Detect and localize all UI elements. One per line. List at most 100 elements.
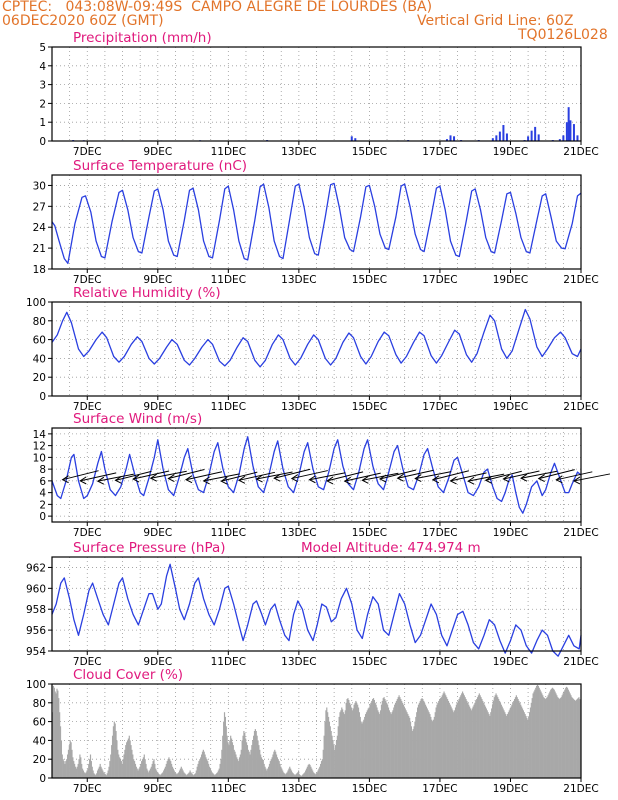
cloud-bar [324,721,326,778]
wind-arrow-head [202,476,210,485]
wind-arrow-head [361,475,369,484]
cloud-bar [518,700,520,778]
precip-bar [354,138,357,141]
cloud-bar [279,763,281,778]
cloud-bar [521,706,523,778]
cloud-bar [534,689,536,778]
cloud-bar [363,719,365,778]
cloud-bar [171,766,174,778]
x-tick-label: 7DEC [73,527,102,539]
cloud-bar [60,740,62,778]
cloud-bar [357,704,359,778]
cloud-bar [274,749,276,778]
cloud-bar [344,710,346,778]
cloud-bar [441,695,443,778]
cloud-bar [90,761,92,778]
cloud-bar [163,770,165,778]
cloud-bar [499,700,501,778]
cloud-bar [224,716,226,778]
cloud-bar [353,704,355,778]
cloud-bar [265,768,267,778]
wind-arrow-head [96,476,105,485]
precip-bar [350,136,353,141]
precip-bar [502,125,505,141]
cloud-bar [218,768,220,778]
cloud-bar [536,685,538,778]
cloud-bar [440,697,442,778]
cloud-bar [70,742,72,778]
cloud-bar [373,699,375,778]
x-tick-label: 17DEC [422,783,457,795]
cloud-bar [132,754,134,778]
cloud-bar [214,775,216,778]
cloud-bar [207,761,209,778]
cloud-bar [281,768,283,778]
wind-arrow-head [537,474,545,483]
cloud-bar [455,704,457,778]
cloud-bar [548,693,550,778]
cloud-bar [346,699,348,778]
cloud-bar [239,754,241,778]
cloud-bar [241,740,243,778]
cloud-bar [257,740,259,778]
cloud-bar [147,770,149,778]
x-tick-label: 15DEC [352,527,387,539]
y-tick-label: 962 [26,562,46,574]
cloud-bar [539,689,541,778]
cloud-bar [507,712,510,778]
cloud-bar [295,774,297,778]
cloud-bar [96,773,98,778]
cloud-bar [466,700,468,778]
cloud-bar [66,759,68,778]
y-tick-label: 10 [33,452,46,464]
cloud-bar [135,766,137,778]
cloud-bar [426,708,428,778]
cloud-bar [85,772,87,778]
panel-frame [51,301,582,397]
cloud-bar [153,759,155,778]
cloud-bar [454,710,456,778]
cloud-bar [350,707,353,778]
x-tick-label: 21DEC [563,656,598,668]
cloud-bar [351,710,353,778]
cloud-bar [438,700,440,778]
cloud-bar [505,714,507,778]
cloud-bar [77,763,79,778]
cloud-bar [494,695,496,778]
cloud-bar [203,751,205,778]
cloud-bar [484,704,486,778]
cloud-bar [529,707,532,778]
cloud-bar [564,689,566,778]
cloud-bar [379,710,382,778]
cloud-bar [349,702,351,778]
cloud-bar [327,712,329,778]
cloud-bar [369,704,371,778]
cloud-bar [343,714,346,778]
wind-arrow-shaft [556,471,593,481]
header-grid-line: Vertical Grid Line: 60Z [417,13,574,29]
cloud-bar [530,702,532,778]
panel-frame [51,683,582,779]
x-tick-label: 11DEC [211,401,246,413]
cloud-bar [109,761,111,778]
cloud-bar [309,764,311,778]
wind-arrow-head [114,475,122,484]
cloud-bar [301,775,303,778]
cloud-bar [127,738,130,778]
cloud-bar [431,719,433,778]
cloud-bar [195,770,197,778]
cloud-bar [300,776,302,778]
y-tick-label: 6 [39,476,46,488]
cloud-bar [551,687,554,778]
cloud-bar [122,759,124,778]
x-tick-label: 19DEC [493,401,528,413]
cloud-bar [139,766,141,778]
y-tick-label: 2 [39,499,46,511]
cloud-bar [413,726,415,778]
cloud-bar [502,708,504,778]
cloud-bar [472,706,474,778]
cloud-bar [210,770,212,778]
cloud-bar [366,710,368,778]
cloud-bar [416,712,418,778]
cloud-bar [215,773,218,778]
